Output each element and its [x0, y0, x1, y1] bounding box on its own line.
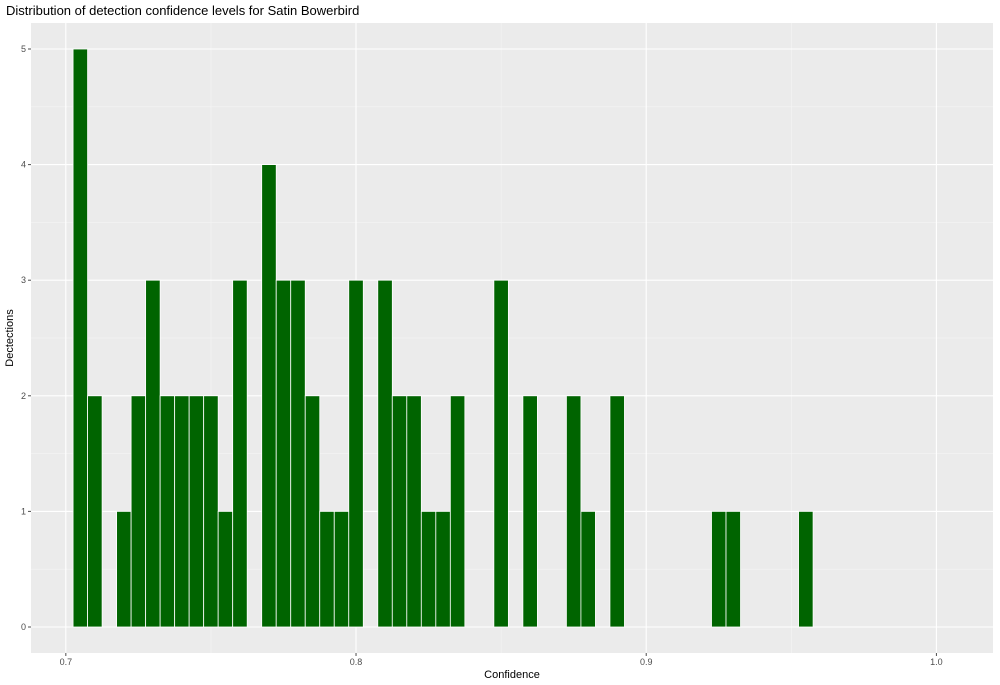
histogram-bar [725, 510, 741, 628]
histogram-bar [275, 279, 292, 628]
histogram-bar [87, 395, 103, 628]
histogram-bar [72, 48, 88, 628]
histogram-bar [290, 279, 306, 628]
histogram-bar [580, 510, 596, 628]
histogram-bar [435, 510, 451, 628]
histogram-bar [304, 395, 321, 628]
y-tick-label: 2 [21, 391, 26, 401]
major-gridlines [31, 23, 993, 653]
y-tick-label: 3 [21, 275, 26, 285]
x-tick-label: 0.8 [350, 657, 363, 667]
histogram-bar [420, 510, 437, 628]
histogram-bar [217, 510, 234, 628]
y-axis-tick-labels: 0 1 2 3 4 5 [21, 44, 26, 632]
histogram-bar [377, 279, 393, 628]
axis-ticks [28, 48, 937, 656]
histogram-bar [333, 510, 350, 628]
chart-title: Distribution of detection confidence lev… [6, 3, 360, 18]
histogram-bar [391, 395, 408, 628]
histogram-bar [116, 510, 132, 628]
x-axis-tick-labels: 0.7 0.8 0.9 1.0 [60, 657, 943, 667]
histogram-bar [188, 395, 205, 628]
histogram-bar [159, 395, 176, 628]
y-axis-title: Dectections [4, 309, 16, 367]
histogram-bar [711, 510, 727, 628]
histogram-bar [522, 395, 538, 628]
y-tick-label: 5 [21, 44, 26, 54]
histogram-bar [493, 279, 509, 628]
histogram-bar [174, 395, 190, 628]
histogram-bar [406, 395, 422, 628]
histogram-bars [72, 48, 814, 628]
histogram-bar [566, 395, 582, 628]
histogram-bar [145, 279, 161, 628]
histogram-bar [609, 395, 625, 628]
x-tick-label: 1.0 [930, 657, 943, 667]
x-tick-label: 0.9 [640, 657, 653, 667]
histogram-bar [130, 395, 147, 628]
x-tick-label: 0.7 [60, 657, 73, 667]
y-tick-label: 0 [21, 622, 26, 632]
x-axis-title: Confidence [484, 669, 540, 681]
histogram-bar [348, 279, 364, 628]
histogram-bar [232, 279, 248, 628]
y-tick-label: 1 [21, 506, 26, 516]
y-tick-label: 4 [21, 160, 26, 170]
histogram-bar [449, 395, 466, 628]
histogram-bar [798, 510, 814, 628]
histogram-bar [319, 510, 335, 628]
histogram-bar [261, 164, 277, 628]
histogram-bar [203, 395, 219, 628]
